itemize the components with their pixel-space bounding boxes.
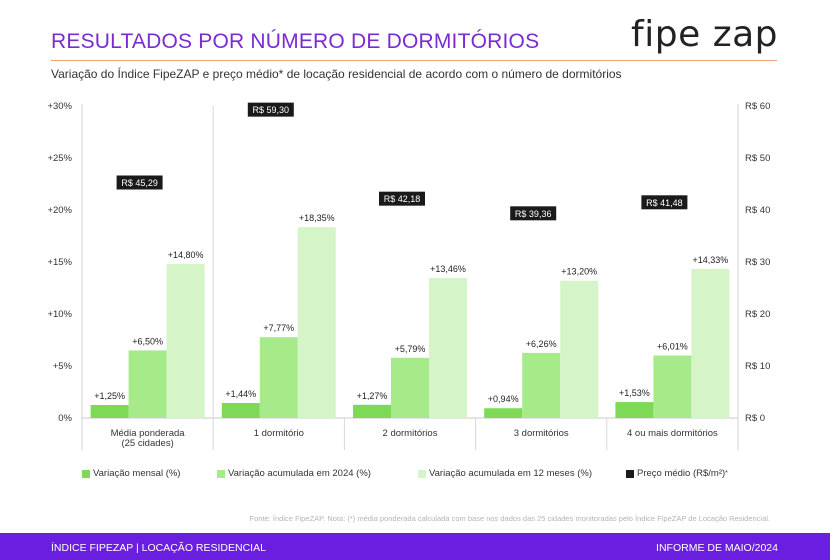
y-left-tick-label: +20%: [47, 205, 72, 216]
x-tick-label: (25 cidades): [121, 438, 173, 449]
bar-data-label: +1,44%: [225, 389, 256, 399]
bar-data-label: +1,53%: [619, 388, 650, 398]
y-left-tick-label: +10%: [47, 309, 72, 320]
y-right-tick-label: R$ 0: [745, 413, 765, 424]
source-note: Fonte: Índice FipeZAP. Nota: (*) média p…: [249, 514, 770, 523]
fipezap-logo: fipe zap: [631, 14, 778, 55]
chart-subtitle: Variação do Índice FipeZAP e preço médio…: [51, 67, 622, 81]
legend-item-12m: Variação acumulada em 12 meses (%): [418, 468, 592, 479]
legend-label: Variação acumulada em 2024 (%): [228, 468, 371, 479]
bar: [391, 357, 429, 418]
legend-swatch: [217, 469, 225, 478]
legend-item-monthly: Variação mensal (%): [82, 468, 180, 479]
legend-swatch: [82, 469, 90, 478]
y-right-tick-label: R$ 50: [745, 153, 770, 164]
price-data-label: R$ 39,36: [515, 209, 552, 219]
footer-left: ÍNDICE FIPEZAP | LOCAÇÃO RESIDENCIAL: [51, 542, 266, 554]
title-divider: [51, 60, 777, 61]
bar: [653, 355, 692, 418]
y-left-tick-label: +25%: [47, 153, 72, 164]
price-data-label: R$ 45,29: [121, 178, 158, 188]
bar: [615, 402, 654, 418]
y-left-tick-label: +30%: [47, 101, 72, 112]
x-tick-label: 3 dormitórios: [514, 428, 569, 439]
y-right-tick-label: R$ 10: [745, 361, 770, 372]
bar-data-label: +1,25%: [94, 391, 125, 401]
bar: [90, 405, 129, 418]
legend-footnote-mark: *: [725, 470, 728, 477]
legend-label: Variação acumulada em 12 meses (%): [429, 468, 592, 479]
x-tick-label: 1 dormitório: [254, 428, 304, 439]
logo-zap: zap: [712, 14, 778, 55]
bar-chart: 0% +5% +10% +15% +20% +25% +30% R$ 0 R$ 10 R$ 20 R…: [47, 101, 770, 450]
bar-data-label: +7,77%: [263, 323, 294, 333]
legend-swatch: [626, 469, 634, 478]
y-left-tick-label: 0%: [58, 413, 72, 424]
price-marker: [379, 191, 425, 206]
y-left-tick-label: +15%: [47, 257, 72, 268]
legend-label: Variação mensal (%): [93, 468, 181, 479]
y-right-tick-label: R$ 30: [745, 257, 770, 268]
bar: [128, 350, 167, 418]
bar: [484, 408, 523, 418]
bar-data-label: +13,20%: [561, 267, 597, 277]
legend-item-ytd: Variação acumulada em 2024 (%): [217, 468, 371, 479]
bar-data-label: +14,33%: [693, 255, 729, 265]
legend-item-price: Preço médio (R$/m²) *: [626, 468, 728, 479]
price-marker: [641, 195, 688, 210]
bar: [429, 278, 467, 418]
bar: [560, 280, 599, 418]
y-right-tick-label: R$ 40: [745, 205, 770, 216]
price-data-label: R$ 59,30: [253, 105, 290, 115]
logo-fipe: fipe: [631, 14, 701, 55]
page-title: RESULTADOS POR NÚMERO DE DORMITÓRIOS: [51, 30, 540, 53]
bar: [522, 352, 561, 418]
bar-data-label: +6,50%: [132, 336, 163, 346]
footer-right: INFORME DE MAIO/2024: [656, 542, 778, 554]
price-marker: [116, 175, 163, 190]
footer-bar: ÍNDICE FIPEZAP | LOCAÇÃO RESIDENCIAL INF…: [0, 533, 830, 560]
price-data-label: R$ 42,18: [384, 194, 421, 204]
bar: [353, 404, 391, 418]
price-marker: [247, 102, 294, 117]
y-right-tick-label: R$ 60: [745, 101, 770, 112]
bar-data-label: +13,46%: [430, 264, 466, 274]
bar: [691, 268, 730, 418]
y-left-tick-label: +5%: [53, 361, 73, 372]
x-tick-label: Média ponderada: [111, 428, 186, 439]
bar-data-label: +6,26%: [526, 339, 557, 349]
bar-data-label: +5,79%: [395, 344, 426, 354]
bar: [166, 264, 205, 418]
x-tick-label: 4 ou mais dormitórios: [627, 428, 718, 439]
bar-data-label: +0,94%: [488, 394, 519, 404]
y-right-tick-label: R$ 20: [745, 309, 770, 320]
bar-data-label: +14,80%: [168, 250, 204, 260]
bar: [259, 337, 298, 418]
bar-data-label: +18,35%: [299, 213, 335, 223]
bar: [297, 227, 336, 418]
bar-data-label: +6,01%: [657, 341, 688, 351]
legend-swatch: [418, 469, 426, 478]
price-data-label: R$ 41,48: [646, 198, 683, 208]
price-marker: [510, 206, 557, 221]
x-tick-label: 2 dormitórios: [383, 428, 438, 439]
legend-label: Preço médio (R$/m²): [637, 468, 726, 479]
bar-data-label: +1,27%: [357, 391, 388, 401]
bar: [221, 403, 260, 418]
